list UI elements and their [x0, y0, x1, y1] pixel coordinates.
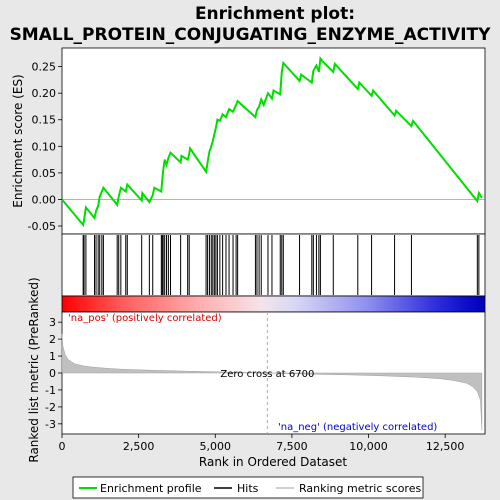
- metric-y-tick-label: 2: [49, 333, 56, 346]
- rank-color-bar: [61, 295, 486, 313]
- es-y-tick-label: 0.05: [32, 167, 57, 180]
- hit-marks: [82, 235, 480, 295]
- es-plot-area: [61, 47, 486, 235]
- es-y-tick-label: 0.15: [32, 114, 57, 127]
- positive-correlation-label: 'na_pos' (positively correlated): [68, 313, 222, 324]
- legend-box: [72, 476, 424, 499]
- legend-hits-label: Hits: [237, 482, 259, 495]
- enrichment-profile-line: [61, 56, 483, 228]
- metric-y-tick-label: 0: [49, 367, 56, 380]
- negative-correlation-label: 'na_neg' (negatively correlated): [278, 422, 437, 433]
- x-tick-label: 5,000: [200, 440, 232, 453]
- x-tick-label: 2,500: [123, 440, 155, 453]
- metric-y-tick-label: -1: [45, 384, 56, 397]
- zero-cross-label: Zero cross at 6700: [220, 369, 314, 380]
- metric-x-axis: 0 2,500 5,000 7,500 10,000 12,500: [59, 434, 465, 453]
- legend-metric-label: Ranking metric scores: [299, 482, 421, 495]
- x-axis-label: Rank in Ordered Dataset: [199, 455, 347, 469]
- metric-y-axis: -3 -2 -1 0 1 2 3: [45, 316, 62, 431]
- x-tick-label: 7,500: [276, 440, 308, 453]
- chart-title-line-1: Enrichment plot:: [195, 4, 355, 24]
- es-y-tick-label: 0.20: [32, 87, 57, 100]
- metric-y-tick-label: 1: [49, 350, 56, 363]
- metric-y-tick-label: -2: [45, 401, 56, 414]
- chart-title-line-2: SMALL_PROTEIN_CONJUGATING_ENZYME_ACTIVIT…: [10, 25, 492, 45]
- es-y-tick-label: 0.00: [32, 193, 57, 206]
- x-tick-label: 0: [59, 440, 66, 453]
- es-y-axis-label: Enrichment score (ES): [11, 74, 25, 207]
- metric-y-tick-label: 3: [49, 316, 56, 329]
- es-y-axis: -0.05 0.00 0.05 0.10 0.15 0.20 0.25: [28, 61, 62, 233]
- metric-y-axis-label: Ranked list metric (PreRanked): [27, 277, 41, 462]
- x-tick-label: 12,500: [426, 440, 465, 453]
- es-y-tick-label: 0.10: [32, 140, 57, 153]
- metric-y-tick-label: -3: [45, 418, 56, 431]
- x-tick-label: 10,000: [349, 440, 388, 453]
- hits-panel: [61, 233, 486, 297]
- legend-enrichment-label: Enrichment profile: [100, 482, 202, 495]
- es-y-tick-label: -0.05: [28, 220, 56, 233]
- es-y-tick-label: 0.25: [32, 61, 57, 74]
